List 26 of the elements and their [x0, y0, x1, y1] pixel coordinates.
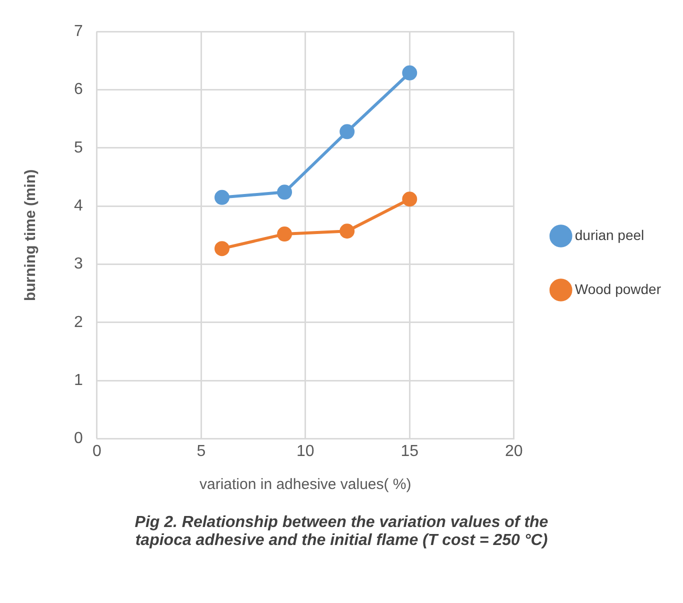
x-tick-label: 10	[296, 442, 314, 460]
x-tick-label: 20	[504, 442, 523, 460]
y-axis-title: burning time (min)	[22, 169, 40, 302]
x-axis-title: variation in adhesive values( %)	[199, 476, 412, 494]
y-tick-label: 0	[74, 430, 83, 448]
y-tick-label: 5	[74, 139, 83, 156]
x-tick-label: 15	[400, 442, 419, 460]
point	[277, 184, 292, 200]
point	[402, 192, 418, 207]
y-tick-label: 6	[74, 81, 83, 98]
y-tick-label: 4	[74, 198, 83, 215]
legend-label: durian peel	[574, 226, 644, 243]
text: Pig 2. Relationship between the variation values of the tapioca adhesive and the initial flame (T cost = 250 °C)	[134, 514, 550, 550]
point	[340, 224, 355, 239]
y-tick-label: 2	[74, 314, 83, 331]
y-tick-label: 1	[74, 372, 83, 390]
point	[402, 65, 418, 80]
point	[340, 124, 355, 140]
x-tick-label: 0	[92, 442, 102, 460]
legend-label: Wood powder	[574, 280, 662, 297]
point	[277, 226, 292, 242]
y-tick-label: 3	[74, 256, 83, 273]
point	[214, 190, 230, 205]
y-tick-label: 7	[74, 23, 83, 40]
point	[214, 241, 230, 256]
x-tick-label: 5	[196, 442, 206, 460]
